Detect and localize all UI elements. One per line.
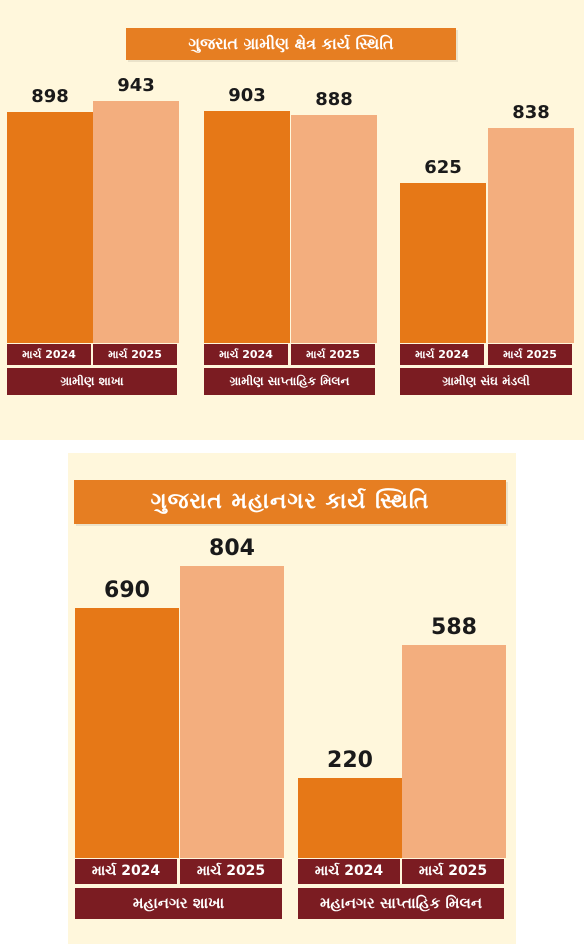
series-label: માર્ચ 2024 <box>400 344 484 365</box>
bar <box>204 111 290 343</box>
data-label: 625 <box>424 157 462 178</box>
category-label: મહાનગર સાપ્તાહિક મિલન <box>298 888 504 919</box>
category-label: મહાનગર શાખા <box>75 888 282 919</box>
series-label: માર્ચ 2024 <box>204 344 288 365</box>
category-label: ગ્રામીણ શાખા <box>7 368 177 395</box>
category-label: ગ્રામીણ સંઘ મંડલી <box>400 368 572 395</box>
series-label: માર્ચ 2025 <box>402 859 504 884</box>
data-label: 903 <box>228 85 266 106</box>
series-label: માર્ચ 2024 <box>298 859 400 884</box>
series-label: માર્ચ 2025 <box>488 344 572 365</box>
data-label: 898 <box>31 86 69 107</box>
series-label: માર્ચ 2025 <box>93 344 177 365</box>
bar <box>291 115 377 343</box>
bar <box>7 112 93 343</box>
series-label: માર્ચ 2025 <box>180 859 282 884</box>
data-label: 888 <box>315 89 353 110</box>
bar <box>180 566 284 858</box>
bar <box>93 101 179 343</box>
bar <box>400 183 486 343</box>
data-label: 838 <box>512 102 550 123</box>
data-label: 943 <box>117 75 155 96</box>
metro-chart-title: ગુજરાત મહાનગર કાર્ય સ્થિતિ <box>74 480 506 524</box>
data-label: 804 <box>209 536 255 561</box>
series-label: માર્ચ 2024 <box>7 344 91 365</box>
series-label: માર્ચ 2025 <box>291 344 375 365</box>
bar <box>75 608 179 858</box>
bar <box>402 645 506 858</box>
series-label: માર્ચ 2024 <box>75 859 177 884</box>
data-label: 220 <box>327 748 373 773</box>
bar <box>298 778 402 858</box>
category-label: ગ્રામીણ સાપ્તાહિક મિલન <box>204 368 375 395</box>
rural-chart-title: ગુજરાત ગ્રામીણ ક્ષેત્ર કાર્ય સ્થિતિ <box>126 28 456 60</box>
data-label: 690 <box>104 578 150 603</box>
bar <box>488 128 574 343</box>
data-label: 588 <box>431 615 477 640</box>
